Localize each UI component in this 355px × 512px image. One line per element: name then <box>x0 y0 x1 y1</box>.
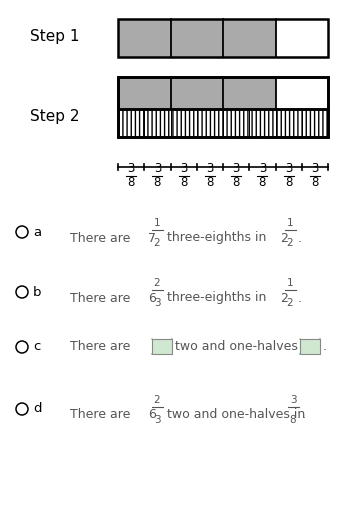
Text: 8: 8 <box>233 176 240 189</box>
Text: 6: 6 <box>148 291 156 305</box>
Bar <box>300 339 320 354</box>
Text: 1: 1 <box>154 218 160 228</box>
Bar <box>118 19 328 57</box>
Text: .: . <box>298 291 302 305</box>
Text: 1: 1 <box>287 218 293 228</box>
Text: 3: 3 <box>206 162 214 175</box>
Text: d: d <box>33 402 42 416</box>
Bar <box>152 339 172 354</box>
Text: 3: 3 <box>180 162 187 175</box>
Bar <box>223 77 275 109</box>
Bar <box>197 109 223 137</box>
Text: c: c <box>33 340 40 353</box>
Bar <box>118 77 328 109</box>
Text: 3: 3 <box>154 162 161 175</box>
Text: 8: 8 <box>206 176 214 189</box>
Bar <box>223 19 275 57</box>
Text: .: . <box>323 340 327 353</box>
Text: 8: 8 <box>259 176 266 189</box>
Text: There are: There are <box>70 340 130 353</box>
Text: 3: 3 <box>154 298 160 308</box>
Bar <box>170 19 223 57</box>
Text: 7: 7 <box>148 231 156 245</box>
Text: 3: 3 <box>311 162 318 175</box>
Text: b: b <box>33 286 42 298</box>
Text: 3: 3 <box>290 395 296 405</box>
Text: 2: 2 <box>154 278 160 288</box>
Text: three-eighths in: three-eighths in <box>167 231 266 245</box>
Bar <box>118 109 144 137</box>
Text: .: . <box>298 231 302 245</box>
Text: 2: 2 <box>280 231 288 245</box>
Bar <box>249 109 275 137</box>
Text: three-eighths in: three-eighths in <box>167 291 266 305</box>
Text: There are: There are <box>70 291 130 305</box>
Text: 8: 8 <box>127 176 135 189</box>
Bar <box>170 109 197 137</box>
Bar <box>275 19 328 57</box>
Text: 3: 3 <box>233 162 240 175</box>
Text: 8: 8 <box>311 176 318 189</box>
Bar <box>118 109 328 137</box>
Bar <box>118 77 170 109</box>
Text: 6: 6 <box>148 409 156 421</box>
Text: 8: 8 <box>285 176 292 189</box>
Bar <box>275 77 328 109</box>
Bar <box>275 109 302 137</box>
Text: 2: 2 <box>280 291 288 305</box>
Bar <box>223 109 249 137</box>
Text: two and one-halves in: two and one-halves in <box>175 340 313 353</box>
Text: 8: 8 <box>180 176 187 189</box>
Text: 3: 3 <box>127 162 135 175</box>
Text: 2: 2 <box>287 238 293 248</box>
Text: 3: 3 <box>154 415 160 425</box>
Text: 2: 2 <box>287 298 293 308</box>
Text: Step 2: Step 2 <box>30 110 80 124</box>
Text: 1: 1 <box>287 278 293 288</box>
Text: .: . <box>302 409 306 421</box>
Bar <box>118 77 328 137</box>
Text: 8: 8 <box>154 176 161 189</box>
Text: 8: 8 <box>290 415 296 425</box>
Bar <box>170 77 223 109</box>
Bar <box>302 109 328 137</box>
Text: 2: 2 <box>154 238 160 248</box>
Text: Step 1: Step 1 <box>30 30 80 45</box>
Text: a: a <box>33 225 41 239</box>
Bar <box>118 19 170 57</box>
Bar <box>144 109 170 137</box>
Text: 2: 2 <box>154 395 160 405</box>
Text: 3: 3 <box>259 162 266 175</box>
Text: two and one-halves in: two and one-halves in <box>167 409 305 421</box>
Text: There are: There are <box>70 409 130 421</box>
Text: There are: There are <box>70 231 130 245</box>
Text: 3: 3 <box>285 162 292 175</box>
